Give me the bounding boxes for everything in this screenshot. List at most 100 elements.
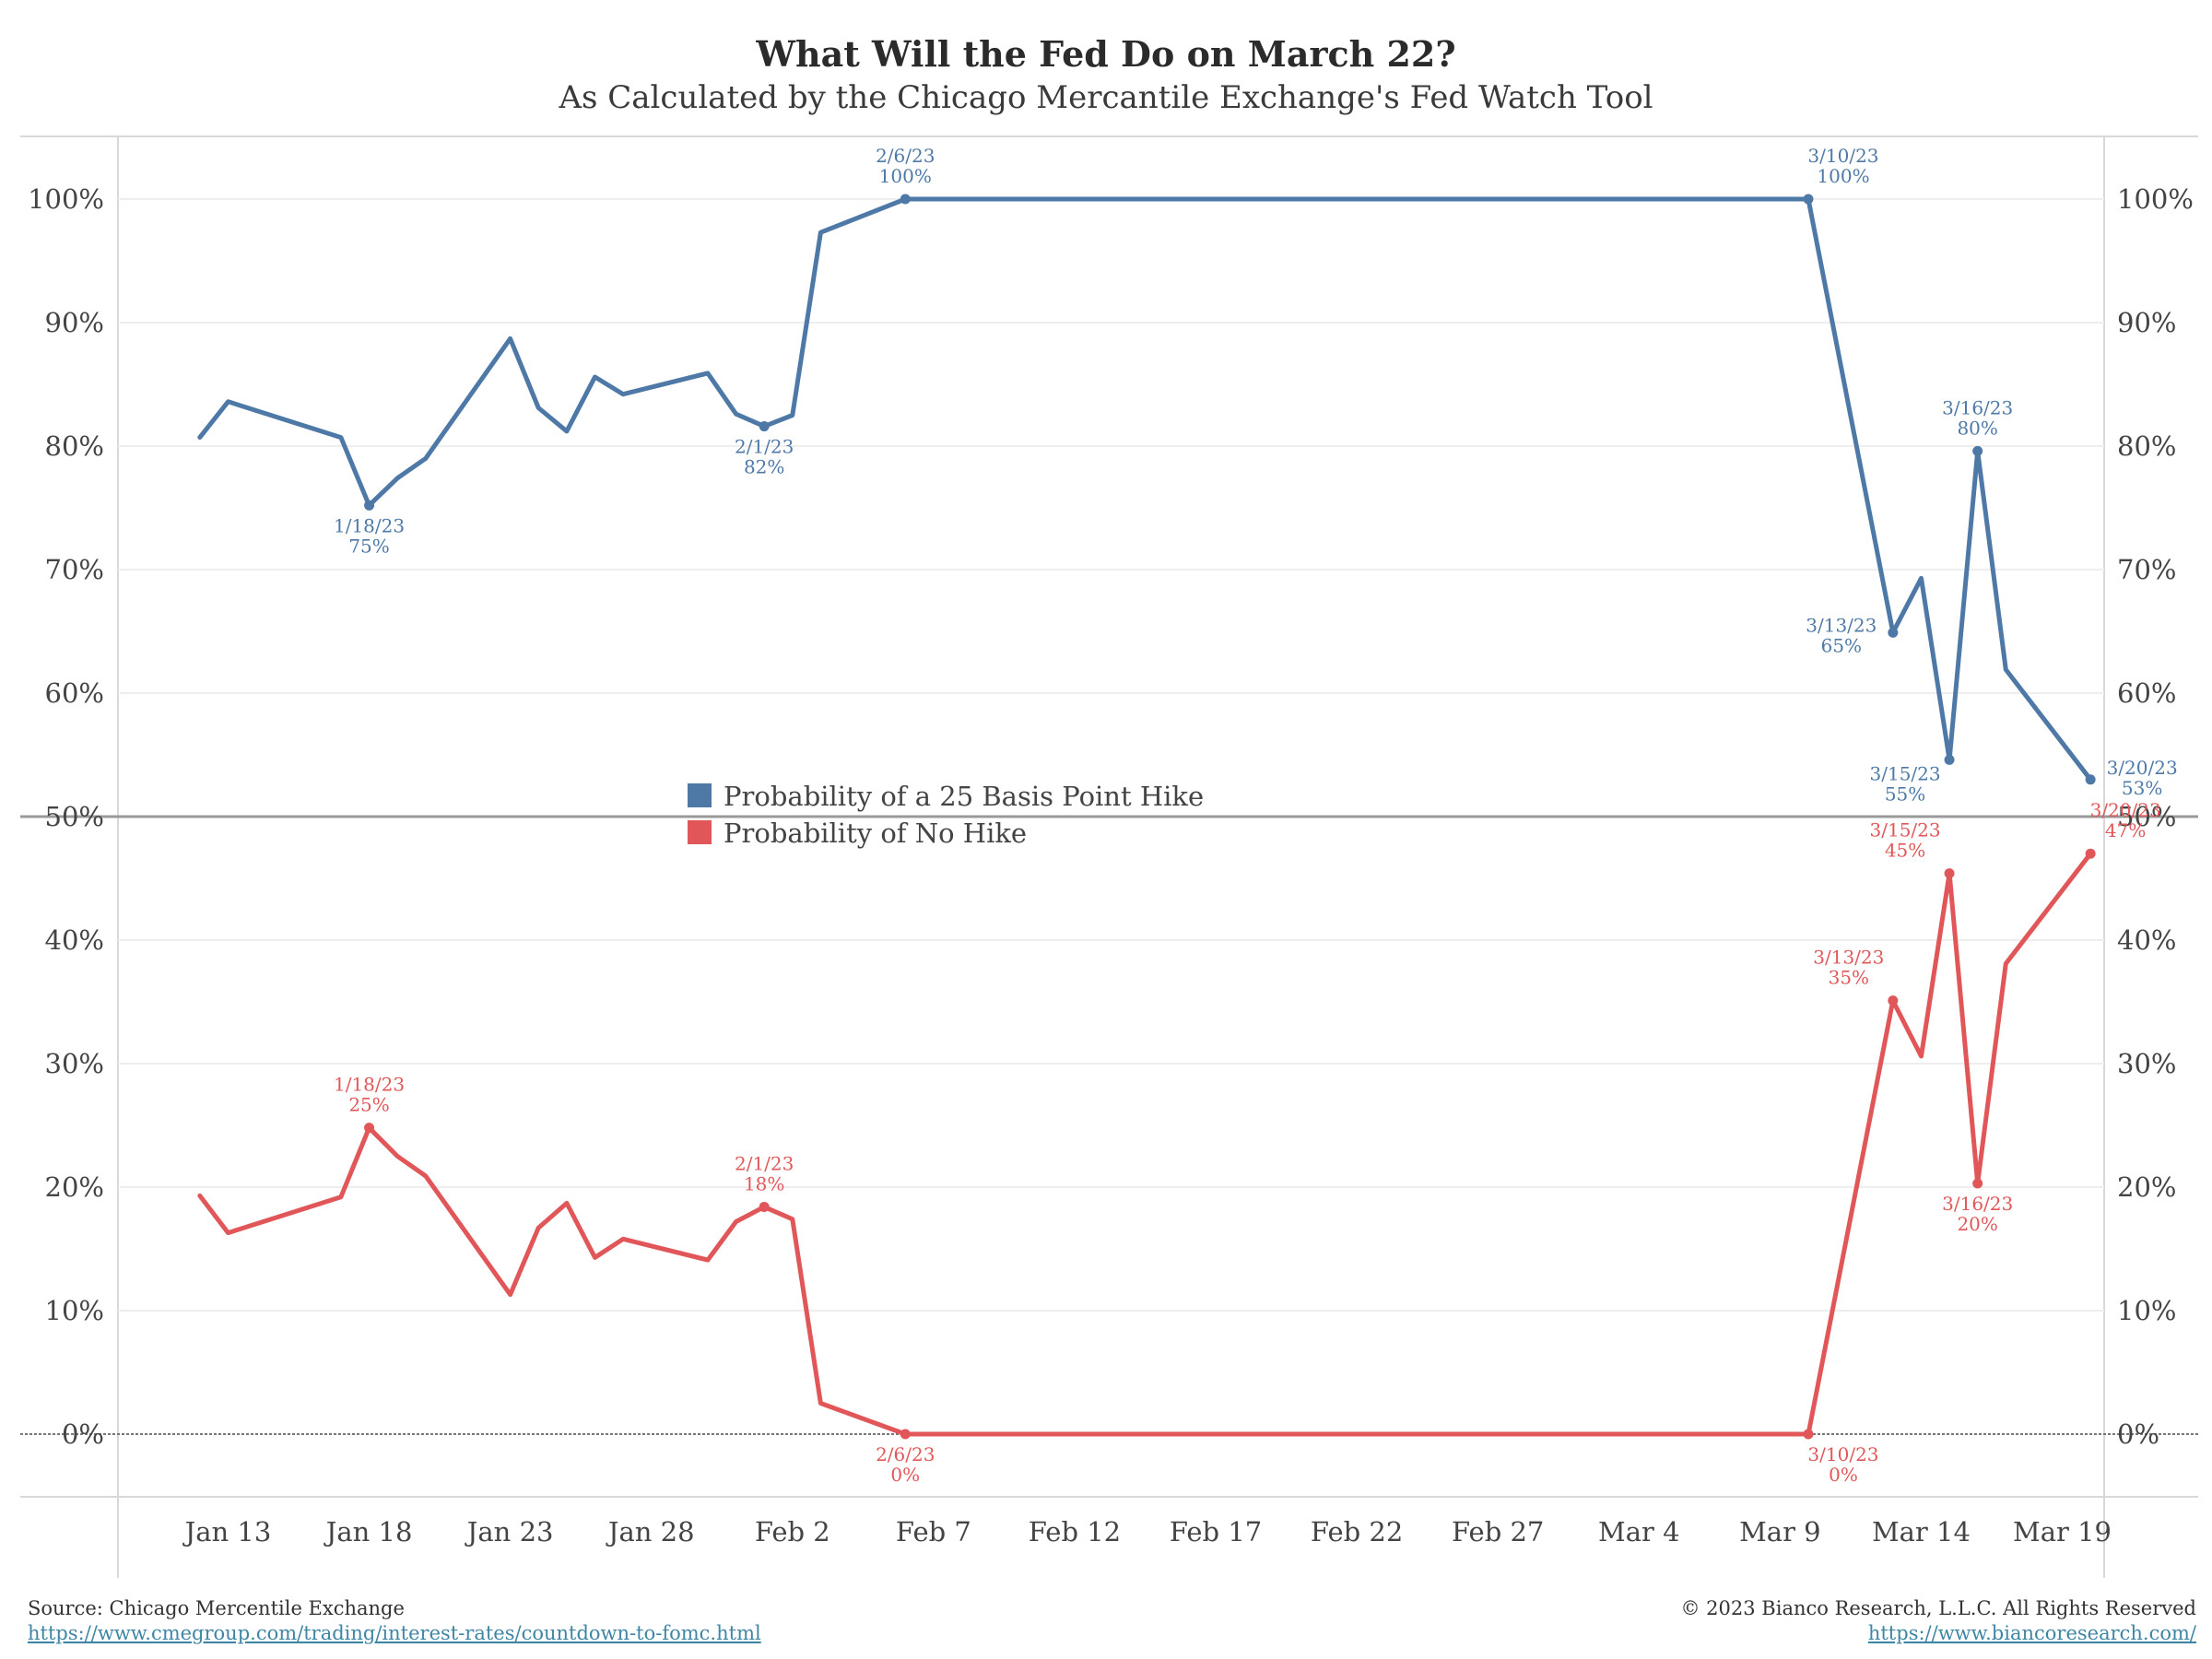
- marker-no-hike: [900, 1429, 911, 1440]
- legend-label-hike: Probability of a 25 Basis Point Hike: [724, 781, 1204, 812]
- annotation-date-hike: 1/18/23: [334, 514, 405, 536]
- x-tick-label: Mar 9: [1739, 1516, 1821, 1547]
- annotation-value-no-hike: 18%: [744, 1172, 784, 1194]
- series-line-no-hike: [197, 851, 2093, 1437]
- legend-swatch-hike: [688, 783, 712, 807]
- x-tick-label: Feb 17: [1170, 1516, 1262, 1547]
- marker-no-hike: [1944, 868, 1955, 879]
- series-lines: [197, 196, 2093, 1437]
- annotation-value-no-hike: 0%: [1829, 1464, 1858, 1486]
- annotation-date-hike: 3/15/23: [1870, 762, 1941, 784]
- marker-no-hike: [759, 1201, 770, 1212]
- y-tick-label-right: 10%: [2117, 1295, 2176, 1326]
- y-tick-label-left: 60%: [45, 677, 104, 709]
- y-tick-label-left: 40%: [45, 924, 104, 956]
- marker-hike: [1888, 627, 1899, 638]
- annotation-value-hike: 75%: [348, 535, 389, 557]
- annotation-date-no-hike: 3/20/23: [2090, 799, 2161, 821]
- y-tick-label-left: 20%: [45, 1171, 104, 1203]
- y-tick-label-right: 90%: [2117, 307, 2176, 338]
- annotation-date-no-hike: 3/15/23: [1870, 819, 1941, 841]
- chart-title: What Will the Fed Do on March 22?: [755, 33, 1455, 75]
- annotation-date-hike: 2/1/23: [735, 436, 794, 458]
- x-tick-label: Mar 4: [1598, 1516, 1680, 1547]
- y-axis-left: 0% 10% 20% 30% 40% 50% 60% 70% 80% 90% 100%: [28, 183, 104, 1450]
- annotation-value-hike: 53%: [2122, 777, 2162, 799]
- annotation-date-no-hike: 3/16/23: [1942, 1193, 2013, 1215]
- marker-no-hike: [1972, 1178, 1983, 1189]
- y-tick-label-right: 20%: [2117, 1171, 2176, 1203]
- chart-frame: [20, 135, 2198, 1578]
- y-tick-label-left: 30%: [45, 1048, 104, 1079]
- annotation-markers: [364, 194, 2096, 1440]
- annotation-date-hike: 3/10/23: [1807, 145, 1878, 167]
- marker-hike: [364, 500, 375, 511]
- marker-hike: [759, 421, 770, 432]
- marker-hike: [2085, 774, 2096, 785]
- annotation-value-hike: 65%: [1821, 634, 1862, 656]
- copyright-text: © 2023 Bianco Research, L.L.C. All Right…: [1681, 1597, 2197, 1619]
- legend: Probability of a 25 Basis Point Hike Pro…: [688, 781, 1204, 849]
- source-text: Source: Chicago Mercentile Exchange: [28, 1597, 405, 1619]
- marker-hike: [1972, 445, 1983, 456]
- annotation-value-hike: 55%: [1885, 782, 1925, 805]
- y-tick-label-right: 0%: [2117, 1418, 2159, 1450]
- annotation-date-no-hike: 1/18/23: [334, 1074, 405, 1096]
- x-tick-label: Mar 14: [1872, 1516, 1971, 1547]
- marker-no-hike: [1803, 1429, 1814, 1440]
- x-tick-label: Jan 28: [606, 1516, 695, 1547]
- x-axis: Jan 13 Jan 18 Jan 23 Jan 28 Feb 2 Feb 7 Feb 12…: [182, 1516, 2112, 1547]
- x-tick-label: Feb 27: [1452, 1516, 1544, 1547]
- annotation-value-hike: 80%: [1957, 417, 1997, 439]
- gridlines: [118, 198, 2104, 1312]
- y-tick-label-left: 80%: [45, 430, 104, 462]
- x-tick-label: Feb 22: [1311, 1516, 1403, 1547]
- x-tick-label: Mar 19: [2013, 1516, 2112, 1547]
- y-tick-label-right: 100%: [2117, 183, 2194, 215]
- marker-no-hike: [2085, 848, 2096, 859]
- y-tick-label-right: 60%: [2117, 677, 2176, 709]
- y-tick-label-left: 10%: [45, 1295, 104, 1326]
- y-tick-label-right: 70%: [2117, 554, 2176, 585]
- annotation-value-no-hike: 35%: [1829, 967, 1869, 989]
- annotation-value-no-hike: 0%: [890, 1464, 920, 1486]
- annotation-date-hike: 2/6/23: [876, 145, 935, 167]
- x-tick-label: Jan 18: [324, 1516, 413, 1547]
- reference-lines: [20, 815, 2198, 1435]
- marker-hike: [900, 194, 911, 205]
- source-link[interactable]: https://www.cmegroup.com/trading/interes…: [28, 1622, 761, 1644]
- annotation-value-hike: 100%: [1817, 165, 1869, 187]
- annotation-value-no-hike: 25%: [348, 1094, 389, 1116]
- website-link[interactable]: https://www.biancoresearch.com/: [1868, 1622, 2197, 1644]
- x-tick-label: Feb 7: [896, 1516, 971, 1547]
- chart-subtitle: As Calculated by the Chicago Mercantile …: [558, 79, 1653, 116]
- x-tick-label: Feb 2: [755, 1516, 830, 1547]
- y-tick-label-left: 50%: [45, 801, 104, 832]
- y-axis-right: 0% 10% 20% 30% 40% 50% 60% 70% 80% 90% 100%: [2117, 183, 2194, 1450]
- annotation-value-hike: 82%: [744, 456, 784, 478]
- marker-hike: [1944, 754, 1955, 765]
- y-tick-label-left: 0%: [62, 1418, 104, 1450]
- legend-label-no-hike: Probability of No Hike: [724, 818, 1027, 849]
- annotation-date-hike: 3/16/23: [1942, 396, 2013, 418]
- y-tick-label-right: 30%: [2117, 1048, 2176, 1079]
- annotation-value-no-hike: 47%: [2105, 819, 2146, 841]
- x-tick-label: Jan 23: [465, 1516, 554, 1547]
- marker-no-hike: [364, 1123, 375, 1134]
- series-line-hike: [197, 196, 2093, 782]
- annotation-date-no-hike: 3/10/23: [1807, 1443, 1878, 1465]
- y-tick-label-left: 100%: [28, 183, 104, 215]
- x-tick-label: Jan 13: [182, 1516, 272, 1547]
- y-tick-label-left: 70%: [45, 554, 104, 585]
- x-tick-label: Feb 12: [1029, 1516, 1121, 1547]
- annotation-labels: 1/18/2375%2/1/2382%2/6/23100%3/10/23100%…: [334, 145, 2178, 1486]
- y-tick-label-right: 80%: [2117, 430, 2176, 462]
- y-tick-label-right: 40%: [2117, 924, 2176, 956]
- annotation-value-hike: 100%: [879, 165, 932, 187]
- footer: Source: Chicago Mercentile Exchange http…: [28, 1597, 2197, 1644]
- annotation-date-hike: 3/13/23: [1806, 614, 1877, 636]
- marker-hike: [1803, 194, 1814, 205]
- marker-no-hike: [1888, 995, 1899, 1006]
- annotation-date-hike: 3/20/23: [2107, 757, 2178, 779]
